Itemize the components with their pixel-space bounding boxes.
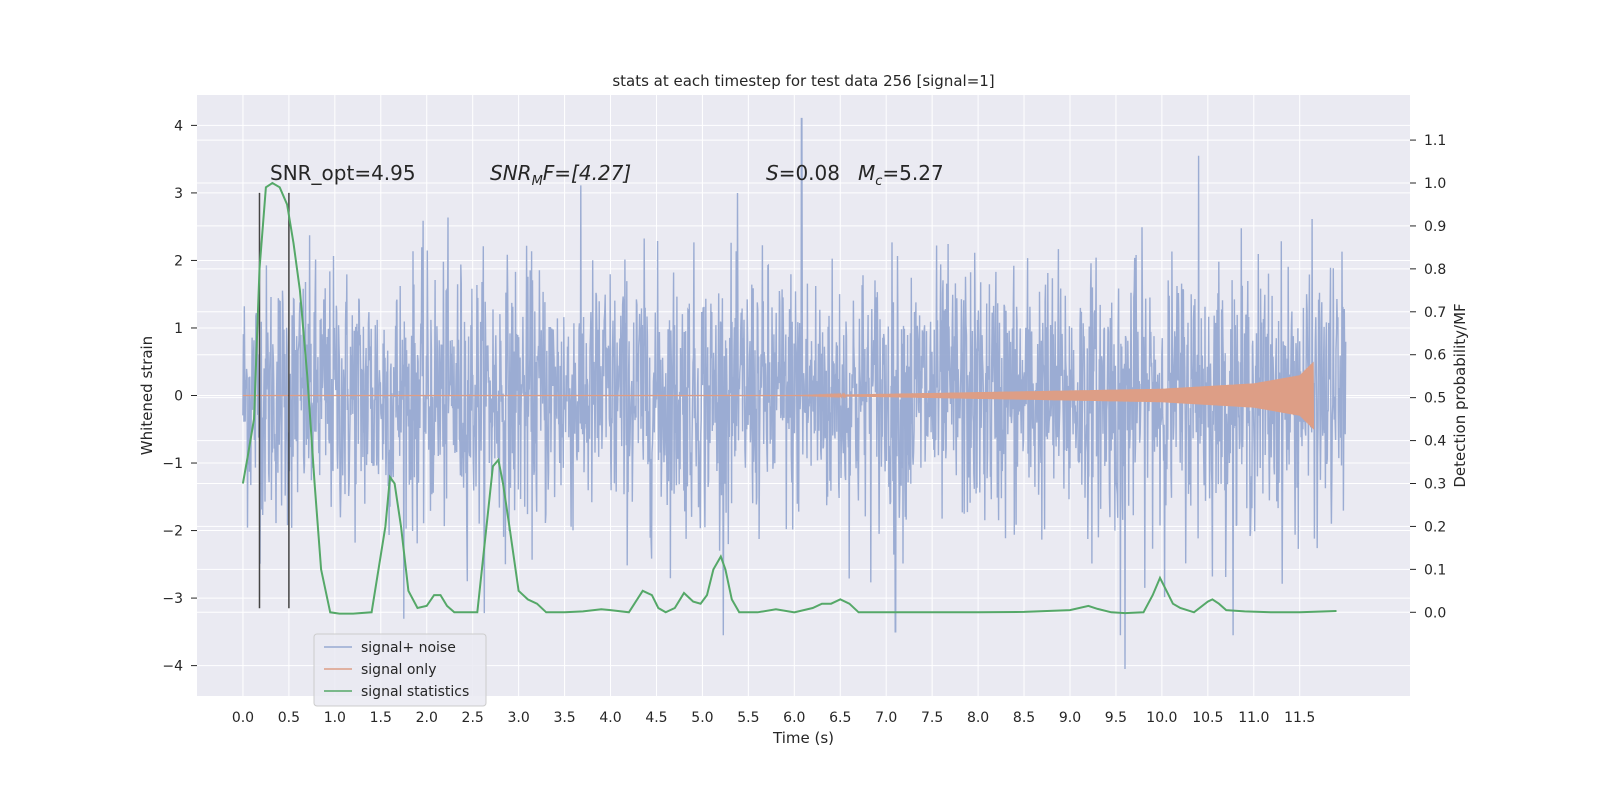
series-signal-noise-line: [242, 117, 1347, 670]
snr-mf-subscript: M: [532, 174, 543, 189]
y-right-tick-label: 0.7: [1424, 305, 1446, 321]
data-layer: [241, 117, 1347, 670]
y-right-tick-label: 0.1: [1424, 562, 1446, 578]
x-tick-label: 2.5: [462, 710, 484, 726]
x-tick-label: 3.5: [553, 710, 575, 726]
x-tick-label: 4.0: [599, 710, 621, 726]
x-tick-label: 6.0: [783, 710, 805, 726]
y-right-tick-label: 0.6: [1424, 348, 1446, 364]
snr-opt-annotation: SNR_opt=4.95: [270, 161, 416, 185]
x-tick-label: 0.0: [232, 710, 254, 726]
x-tick-label: 5.5: [737, 710, 759, 726]
x-tick-label: 9.0: [1059, 710, 1081, 726]
snr-mf-annotation: SNRMF=[4.27]: [490, 161, 631, 189]
x-tick-label: 10.5: [1192, 710, 1223, 726]
y-right-tick-label: 1.0: [1424, 176, 1446, 192]
y-left-tick-label: −3: [162, 591, 183, 607]
y-right-tick-label: 0.8: [1424, 262, 1446, 278]
y-right-tick-label: 0.2: [1424, 519, 1446, 535]
chart-title: stats at each timestep for test data 256…: [612, 72, 994, 90]
x-tick-label: 3.0: [507, 710, 529, 726]
s-value: =0.08: [779, 161, 840, 185]
x-tick-label: 2.0: [416, 710, 438, 726]
mc-annotation: Mc=5.27: [858, 161, 944, 189]
s-symbol: S: [766, 161, 779, 185]
y-left-tick-label: 4: [174, 118, 183, 134]
mc-value: =5.27: [882, 161, 943, 185]
x-axis-label: Time (s): [772, 729, 834, 747]
legend-label-signal-statistics: signal statistics: [361, 684, 469, 700]
s-annotation: S=0.08: [766, 161, 840, 185]
y-right-tick-label: 0.9: [1424, 219, 1446, 235]
y-left-tick-label: −2: [162, 524, 183, 540]
x-tick-label: 11.0: [1238, 710, 1269, 726]
legend-label-signal-only: signal only: [361, 662, 436, 678]
legend-box: [313, 633, 487, 707]
y-left-tick-label: 1: [174, 321, 183, 337]
x-tick-label: 7.0: [875, 710, 897, 726]
axes: 0.0 0.5 1.0 1.5 2.0 2.5 3.0 3.5 4.0 4.5 5.0 5.5 6.0 6…: [162, 118, 1446, 726]
y-left-tick-label: 3: [174, 186, 183, 202]
y-right-tick-label: 1.1: [1424, 133, 1446, 149]
y-left-tick-label: 2: [174, 253, 183, 269]
x-tick-label: 8.5: [1013, 710, 1035, 726]
x-tick-label: 8.0: [967, 710, 989, 726]
x-tick-label: 0.5: [278, 710, 300, 726]
x-tick-label: 9.5: [1105, 710, 1127, 726]
x-tick-label: 6.5: [829, 710, 851, 726]
y-right-tick-label: 0.0: [1424, 605, 1446, 621]
series-signal-statistics-line: [241, 181, 1337, 615]
legend-label-signal-noise: signal+ noise: [361, 640, 456, 656]
series-signal-only-line: [242, 362, 1315, 430]
x-tick-label: 10.0: [1146, 710, 1177, 726]
x-tick-label: 7.5: [921, 710, 943, 726]
y-left-tick-label: −4: [162, 659, 183, 675]
legend: signal+ noise signal only signal statist…: [313, 633, 487, 707]
mc-subscript: c: [875, 174, 882, 189]
y-axis-right-label: Detection probability/MF: [1451, 303, 1469, 487]
x-tick-label: 5.0: [691, 710, 713, 726]
y-left-tick-label: −1: [162, 456, 183, 472]
x-tick-label: 1.0: [324, 710, 346, 726]
x-tick-label: 11.5: [1284, 710, 1315, 726]
mc-symbol: M: [858, 161, 875, 185]
snr-mf-symbol: SNR: [490, 161, 532, 185]
x-tick-label: 1.5: [370, 710, 392, 726]
y-right-tick-label: 0.3: [1424, 477, 1446, 493]
x-tick-label: 4.5: [645, 710, 667, 726]
y-left-tick-label: 0: [174, 389, 183, 405]
y-axis-left-label: Whitened strain: [138, 336, 156, 455]
y-right-tick-label: 0.4: [1424, 434, 1446, 450]
y-right-tick-label: 0.5: [1424, 391, 1446, 407]
snr-mf-value: F=[4.27]: [543, 161, 631, 185]
